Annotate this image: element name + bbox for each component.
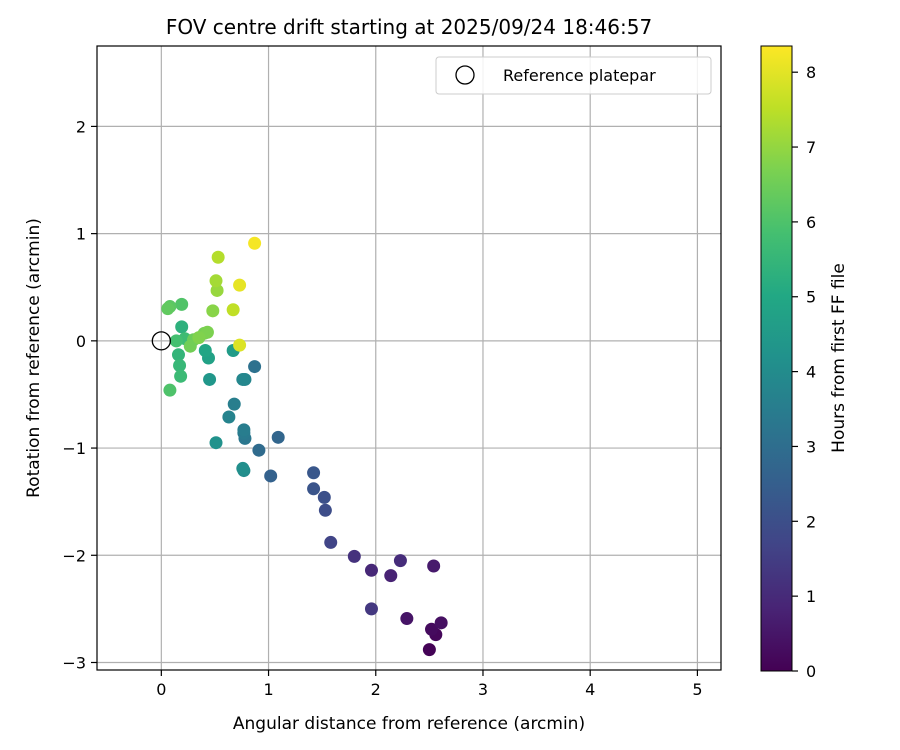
data-point <box>209 436 223 450</box>
data-point <box>434 616 448 630</box>
colorbar-tick-label: 0 <box>806 662 816 681</box>
data-point <box>317 490 331 504</box>
data-point <box>198 343 212 357</box>
y-tick-label: −2 <box>62 546 86 565</box>
colorbar-tick-label: 8 <box>806 63 816 82</box>
legend-label: Reference platepar <box>503 66 656 85</box>
data-point <box>324 535 338 549</box>
data-point <box>163 383 177 397</box>
data-point <box>173 359 187 373</box>
data-point <box>248 360 262 374</box>
reference-platepar-marker <box>151 331 171 351</box>
colorbar: 0 1 2 3 4 5 6 7 8 Hours from first FF file <box>760 45 849 681</box>
data-point <box>210 283 224 297</box>
y-tick-label: −1 <box>62 439 86 458</box>
data-point <box>206 304 220 318</box>
data-point <box>307 466 321 480</box>
data-point <box>169 334 183 348</box>
data-point <box>393 554 407 568</box>
x-tick-label: 1 <box>263 680 273 699</box>
data-point <box>400 612 414 626</box>
y-tick-label: 1 <box>76 225 86 244</box>
data-point <box>161 302 175 316</box>
data-point <box>364 563 378 577</box>
data-point <box>209 274 223 288</box>
data-point <box>226 303 240 317</box>
data-point <box>233 338 247 352</box>
data-point <box>364 602 378 616</box>
data-point <box>307 482 321 496</box>
x-tick-label: 5 <box>692 680 702 699</box>
x-tick-label: 3 <box>478 680 488 699</box>
data-point <box>252 443 266 457</box>
legend: Reference platepar <box>435 56 712 95</box>
data-point <box>175 297 189 311</box>
colorbar-label: Hours from first FF file <box>829 263 849 453</box>
colorbar-tick-label: 2 <box>806 512 816 531</box>
colorbar-tick-label: 3 <box>806 437 816 456</box>
data-point <box>427 559 441 573</box>
colorbar-tick-label: 1 <box>806 587 816 606</box>
data-point <box>264 469 278 483</box>
data-point <box>347 549 361 563</box>
chart-title: FOV centre drift starting at 2025/09/24 … <box>166 15 652 39</box>
colorbar-tick-label: 7 <box>806 138 816 157</box>
data-point <box>318 503 332 517</box>
data-point <box>236 461 250 475</box>
data-point <box>183 339 197 353</box>
x-axis-label: Angular distance from reference (arcmin) <box>233 714 585 734</box>
data-point <box>271 430 285 444</box>
data-point <box>236 372 250 386</box>
plot-frame <box>96 45 722 671</box>
data-point <box>171 348 185 362</box>
data-point <box>248 236 262 250</box>
legend-marker-icon <box>455 65 475 85</box>
x-axis-ticks: 0 1 2 3 4 5 <box>156 670 703 699</box>
colorbar-ticks: 0 1 2 3 4 5 6 7 8 <box>792 63 816 681</box>
colorbar-tick-label: 4 <box>806 363 816 382</box>
data-points <box>151 236 448 657</box>
x-tick-label: 0 <box>156 680 166 699</box>
y-tick-label: 2 <box>76 117 86 136</box>
y-axis-ticks: −3 −2 −1 0 1 2 <box>62 117 97 672</box>
legend-box <box>435 56 712 95</box>
data-point <box>192 331 206 345</box>
colorbar-gradient <box>760 45 793 672</box>
data-point <box>203 372 217 386</box>
data-point <box>384 569 398 583</box>
data-point <box>175 320 189 334</box>
data-point <box>237 423 251 437</box>
data-point <box>233 278 247 292</box>
x-tick-label: 2 <box>371 680 381 699</box>
y-tick-label: 0 <box>76 332 86 351</box>
colorbar-tick-label: 5 <box>806 288 816 307</box>
data-point <box>422 643 436 657</box>
grid <box>97 46 721 670</box>
x-tick-label: 4 <box>585 680 595 699</box>
y-tick-label: −3 <box>62 653 86 672</box>
colorbar-tick-label: 6 <box>806 213 816 232</box>
data-point <box>425 622 439 636</box>
data-point <box>174 369 188 383</box>
data-point <box>211 250 225 264</box>
data-point <box>222 410 236 424</box>
data-point <box>227 397 241 411</box>
y-axis-label: Rotation from reference (arcmin) <box>24 218 44 498</box>
